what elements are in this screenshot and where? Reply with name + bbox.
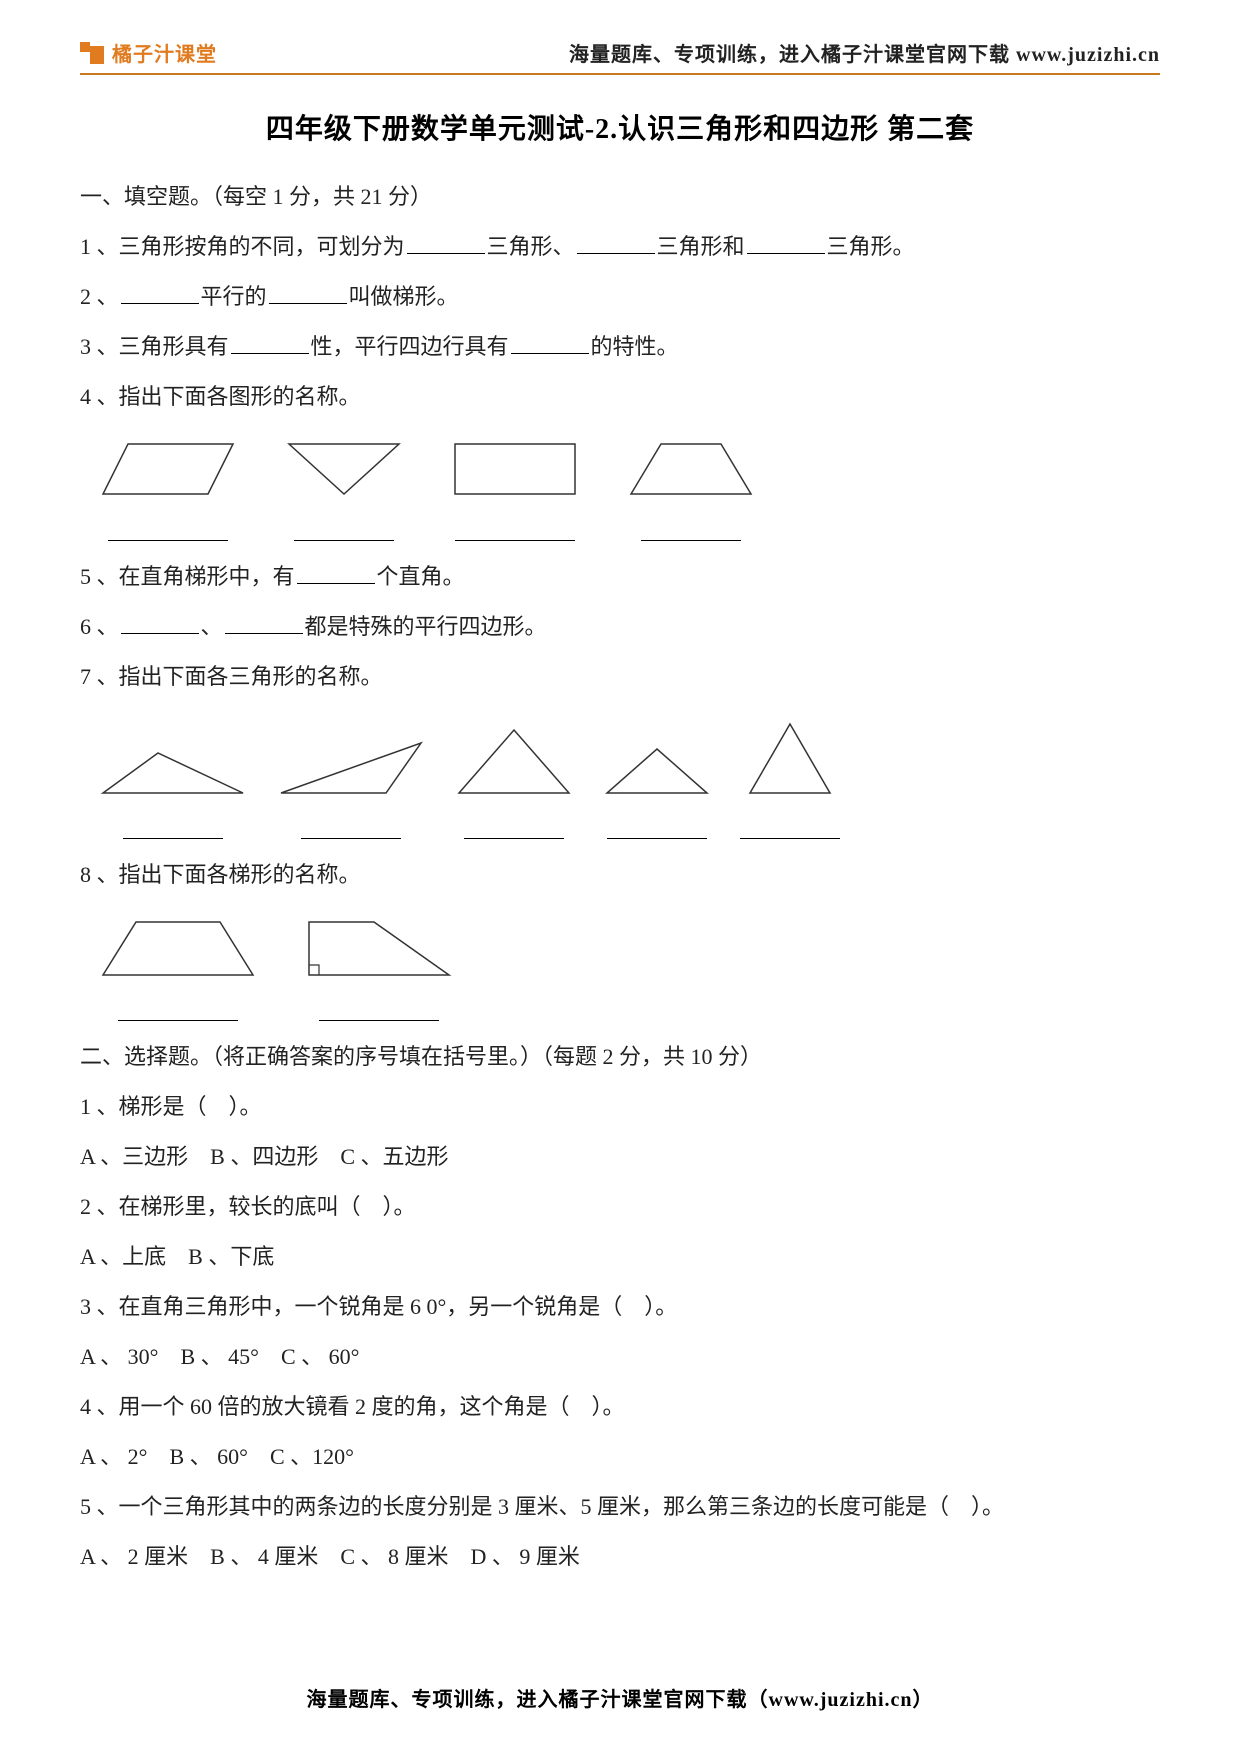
q5-text-a: 5 、在直角梯形中，有 bbox=[80, 564, 295, 589]
blank[interactable] bbox=[118, 1003, 238, 1021]
blank[interactable] bbox=[319, 1003, 439, 1021]
s2-q3-opts: A 、 30° B 、 45° C 、 60° bbox=[80, 1335, 1160, 1379]
q6-text-b: 、 bbox=[201, 614, 223, 639]
shape-iso-trapezoid bbox=[98, 917, 258, 1021]
section2-head: 二、选择题。（将正确答案的序号填在括号里。）（每题 2 分，共 10 分） bbox=[80, 1035, 1160, 1079]
blank[interactable] bbox=[641, 523, 741, 541]
blank[interactable] bbox=[740, 821, 840, 839]
blank[interactable] bbox=[455, 523, 575, 541]
s2-q1-opts: A 、三边形 B 、四边形 C 、五边形 bbox=[80, 1135, 1160, 1179]
s2-q4: 4 、用一个 60 倍的放大镜看 2 度的角，这个角是（ ）。 bbox=[80, 1385, 1160, 1429]
triangle-down-icon bbox=[284, 439, 404, 499]
page-title: 四年级下册数学单元测试-2.认识三角形和四边形 第二套 bbox=[80, 107, 1160, 147]
shape-tall-iso bbox=[740, 719, 840, 839]
header-link: 海量题库、专项训练，进入橘子汁课堂官网下载 www.juzizhi.cn bbox=[569, 38, 1160, 67]
s2-q2-opts: A 、上底 B 、下底 bbox=[80, 1235, 1160, 1279]
blank[interactable] bbox=[108, 523, 228, 541]
q6-text-a: 6 、 bbox=[80, 614, 119, 639]
blank[interactable] bbox=[464, 821, 564, 839]
s2-q4-opts: A 、 2° B 、 60° C 、120° bbox=[80, 1435, 1160, 1479]
q2-text-a: 2 、 bbox=[80, 284, 119, 309]
q4: 4 、指出下面各图形的名称。 bbox=[80, 375, 1160, 419]
blank[interactable] bbox=[225, 612, 303, 634]
s2-q3: 3 、在直角三角形中，一个锐角是 6 0°，另一个锐角是（ ）。 bbox=[80, 1285, 1160, 1329]
shape-right-trapezoid bbox=[304, 917, 454, 1021]
q3-text-b: 性，平行四边行具有 bbox=[311, 334, 509, 359]
q1-text-b: 三角形、 bbox=[487, 234, 575, 259]
shape-obtuse2 bbox=[276, 735, 426, 839]
blank[interactable] bbox=[747, 232, 825, 254]
shape-parallelogram bbox=[98, 439, 238, 541]
page-footer: 海量题库、专项训练，进入橘子汁课堂官网下载（www.juzizhi.cn） bbox=[0, 1683, 1240, 1712]
right-trapezoid-icon bbox=[304, 917, 454, 979]
q6-text-c: 都是特殊的平行四边形。 bbox=[305, 614, 547, 639]
q2-text-b: 平行的 bbox=[201, 284, 267, 309]
q1-text-a: 1 、三角形按角的不同，可划分为 bbox=[80, 234, 405, 259]
trapezoid-icon bbox=[626, 439, 756, 499]
blank[interactable] bbox=[294, 523, 394, 541]
blank[interactable] bbox=[231, 332, 309, 354]
rectangle-icon bbox=[450, 439, 580, 499]
q3-text-c: 的特性。 bbox=[591, 334, 679, 359]
q8-shapes bbox=[80, 903, 1160, 1029]
blank[interactable] bbox=[301, 821, 401, 839]
blank[interactable] bbox=[607, 821, 707, 839]
blank[interactable] bbox=[123, 821, 223, 839]
shape-triangle-down bbox=[284, 439, 404, 541]
shape-acute2 bbox=[602, 735, 712, 839]
acute-small-triangle-icon bbox=[602, 735, 712, 797]
blank[interactable] bbox=[121, 612, 199, 634]
section1-head: 一、填空题。（每空 1 分，共 21 分） bbox=[80, 175, 1160, 219]
obtuse-lean-triangle-icon bbox=[276, 735, 426, 797]
blank[interactable] bbox=[269, 282, 347, 304]
q6: 6 、 、 都是特殊的平行四边形。 bbox=[80, 605, 1160, 649]
blank[interactable] bbox=[121, 282, 199, 304]
q1-text-d: 三角形。 bbox=[827, 234, 915, 259]
shape-obtuse1 bbox=[98, 735, 248, 839]
q2: 2 、 平行的 叫做梯形。 bbox=[80, 275, 1160, 319]
logo-text: 橘子汁课堂 bbox=[112, 38, 217, 67]
obtuse-triangle-icon bbox=[98, 735, 248, 797]
q2-text-c: 叫做梯形。 bbox=[349, 284, 459, 309]
q4-shapes bbox=[80, 425, 1160, 549]
blank[interactable] bbox=[407, 232, 485, 254]
q7-shapes bbox=[80, 705, 1160, 847]
shape-trapezoid bbox=[626, 439, 756, 541]
q7: 7 、指出下面各三角形的名称。 bbox=[80, 655, 1160, 699]
q1-text-c: 三角形和 bbox=[657, 234, 745, 259]
iso-trapezoid-icon bbox=[98, 917, 258, 979]
tall-iso-triangle-icon bbox=[740, 719, 840, 797]
shape-rectangle bbox=[450, 439, 580, 541]
page-header: 橘子汁课堂 海量题库、专项训练，进入橘子汁课堂官网下载 www.juzizhi.… bbox=[80, 38, 1160, 75]
logo: 橘子汁课堂 bbox=[80, 38, 217, 67]
s2-q2: 2 、在梯形里，较长的底叫（ ）。 bbox=[80, 1185, 1160, 1229]
logo-icon bbox=[80, 40, 106, 66]
q5: 5 、在直角梯形中，有 个直角。 bbox=[80, 555, 1160, 599]
q3: 3 、三角形具有 性，平行四边行具有 的特性。 bbox=[80, 325, 1160, 369]
q8: 8 、指出下面各梯形的名称。 bbox=[80, 853, 1160, 897]
blank[interactable] bbox=[297, 562, 375, 584]
s2-q5-opts: A 、 2 厘米 B 、 4 厘米 C 、 8 厘米 D 、 9 厘米 bbox=[80, 1535, 1160, 1579]
acute-triangle-icon bbox=[454, 725, 574, 797]
shape-acute1 bbox=[454, 725, 574, 839]
blank[interactable] bbox=[577, 232, 655, 254]
q1: 1 、三角形按角的不同，可划分为 三角形、 三角形和 三角形。 bbox=[80, 225, 1160, 269]
blank[interactable] bbox=[511, 332, 589, 354]
content: 一、填空题。（每空 1 分，共 21 分） 1 、三角形按角的不同，可划分为 三角… bbox=[80, 175, 1160, 1579]
parallelogram-icon bbox=[98, 439, 238, 499]
s2-q1: 1 、梯形是（ ）。 bbox=[80, 1085, 1160, 1129]
q5-text-b: 个直角。 bbox=[377, 564, 465, 589]
s2-q5: 5 、一个三角形其中的两条边的长度分别是 3 厘米、5 厘米，那么第三条边的长度… bbox=[80, 1485, 1160, 1529]
q3-text-a: 3 、三角形具有 bbox=[80, 334, 229, 359]
